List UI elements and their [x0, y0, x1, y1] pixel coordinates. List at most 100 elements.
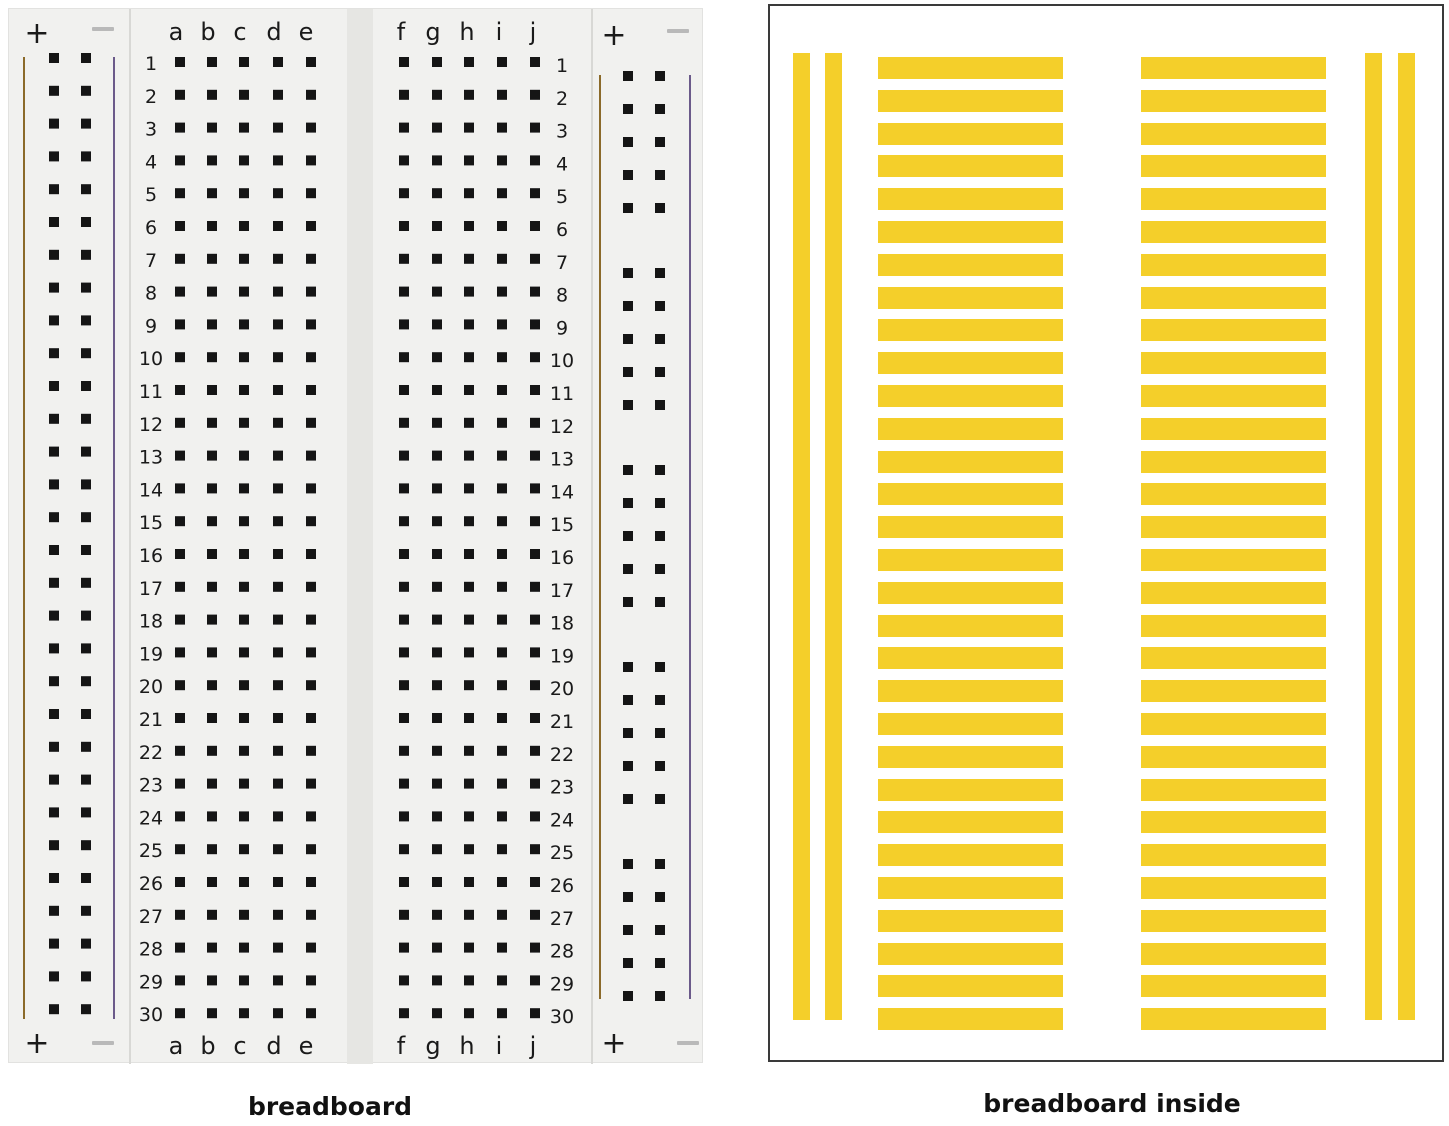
row-number: 5 — [556, 186, 568, 208]
rail-hole — [81, 118, 91, 129]
rail-hole — [623, 564, 633, 574]
rail-hole — [81, 315, 91, 326]
rail-hole — [655, 465, 665, 475]
terminal-row-strip — [878, 680, 1063, 703]
terminal-hole — [497, 549, 507, 559]
row-number: 20 — [550, 678, 574, 700]
row-number: 26 — [139, 873, 163, 895]
terminal-hole — [306, 614, 316, 625]
rail-hole — [655, 301, 665, 311]
terminal-hole — [530, 1008, 540, 1019]
terminal-hole — [399, 549, 409, 559]
row-number: 30 — [550, 1006, 574, 1028]
terminal-hole — [175, 745, 185, 756]
breadboard-inside-caption: breadboard inside — [983, 1089, 1241, 1118]
rail-hole — [655, 892, 665, 902]
terminal-hole — [464, 188, 474, 199]
rail-hole — [49, 971, 59, 982]
terminal-hole — [497, 1008, 507, 1019]
terminal-row-strip — [878, 877, 1063, 899]
row-number: 18 — [550, 613, 574, 635]
terminal-hole — [497, 877, 507, 887]
terminal-hole — [239, 942, 249, 953]
row-number: 28 — [139, 939, 163, 961]
terminal-row-strip — [878, 188, 1063, 211]
terminal-hole — [175, 778, 185, 789]
terminal-hole — [273, 155, 283, 166]
row-number: 19 — [139, 643, 163, 665]
terminal-hole — [497, 713, 507, 723]
rail-hole — [81, 151, 91, 162]
terminal-hole — [207, 975, 217, 986]
terminal-hole — [273, 778, 283, 789]
terminal-hole — [530, 745, 540, 756]
terminal-hole — [464, 89, 474, 100]
row-number: 19 — [550, 645, 574, 667]
terminal-hole — [273, 844, 283, 855]
column-label: h — [459, 18, 474, 46]
terminal-row-strip — [878, 647, 1063, 670]
rail-hole — [623, 367, 633, 377]
terminal-hole — [175, 483, 185, 494]
row-number: 8 — [145, 283, 157, 305]
terminal-hole — [306, 155, 316, 166]
terminal-hole — [273, 581, 283, 592]
terminal-hole — [239, 450, 249, 461]
terminal-hole — [273, 417, 283, 428]
terminal-row-strip — [1141, 483, 1326, 506]
rail-hole — [655, 564, 665, 574]
terminal-hole — [207, 483, 217, 494]
terminal-row-strip — [1141, 680, 1326, 703]
row-number: 13 — [139, 447, 163, 469]
column-label: f — [397, 18, 406, 46]
terminal-hole — [306, 385, 316, 395]
terminal-hole — [497, 778, 507, 789]
terminal-hole — [239, 647, 249, 658]
terminal-hole — [175, 516, 185, 527]
rail-hole — [655, 958, 665, 968]
terminal-hole — [464, 1008, 474, 1019]
terminal-hole — [432, 778, 442, 789]
row-number: 2 — [145, 86, 157, 108]
terminal-hole — [273, 221, 283, 231]
terminal-row-strip — [1141, 385, 1326, 407]
terminal-hole — [207, 844, 217, 855]
terminal-hole — [464, 975, 474, 986]
rail-hole — [655, 859, 665, 869]
column-label: c — [233, 18, 246, 46]
terminal-row-strip — [878, 57, 1063, 79]
rail-hole — [655, 268, 665, 278]
terminal-row-strip — [878, 713, 1063, 735]
terminal-hole — [273, 942, 283, 953]
rail-hole — [81, 741, 91, 752]
terminal-hole — [175, 975, 185, 986]
terminal-hole — [207, 57, 217, 67]
terminal-hole — [497, 483, 507, 494]
column-label: g — [425, 1032, 440, 1060]
column-label: e — [299, 1032, 314, 1060]
terminal-hole — [497, 614, 507, 625]
terminal-hole — [497, 450, 507, 461]
terminal-hole — [306, 713, 316, 723]
breadboard-photo: + + + + a a b b c c d d e e f f g g h h i i j j 1 1 2 2 3 3 4 4 5 5 6 6 7 7 8 8… — [8, 8, 703, 1064]
rail-hole — [49, 709, 59, 719]
terminal-hole — [306, 745, 316, 756]
terminal-hole — [464, 221, 474, 231]
terminal-hole — [239, 221, 249, 231]
terminal-row-strip — [878, 975, 1063, 998]
terminal-row-strip — [1141, 319, 1326, 342]
breadboard-inside-diagram — [768, 4, 1444, 1062]
terminal-hole — [239, 877, 249, 887]
terminal-hole — [399, 253, 409, 264]
terminal-hole — [175, 877, 185, 887]
terminal-hole — [497, 745, 507, 756]
terminal-hole — [530, 286, 540, 297]
terminal-hole — [239, 811, 249, 822]
terminal-hole — [239, 286, 249, 297]
terminal-hole — [399, 909, 409, 920]
terminal-hole — [464, 286, 474, 297]
terminal-hole — [399, 352, 409, 363]
terminal-hole — [306, 811, 316, 822]
terminal-hole — [399, 122, 409, 133]
rail-hole — [81, 446, 91, 457]
